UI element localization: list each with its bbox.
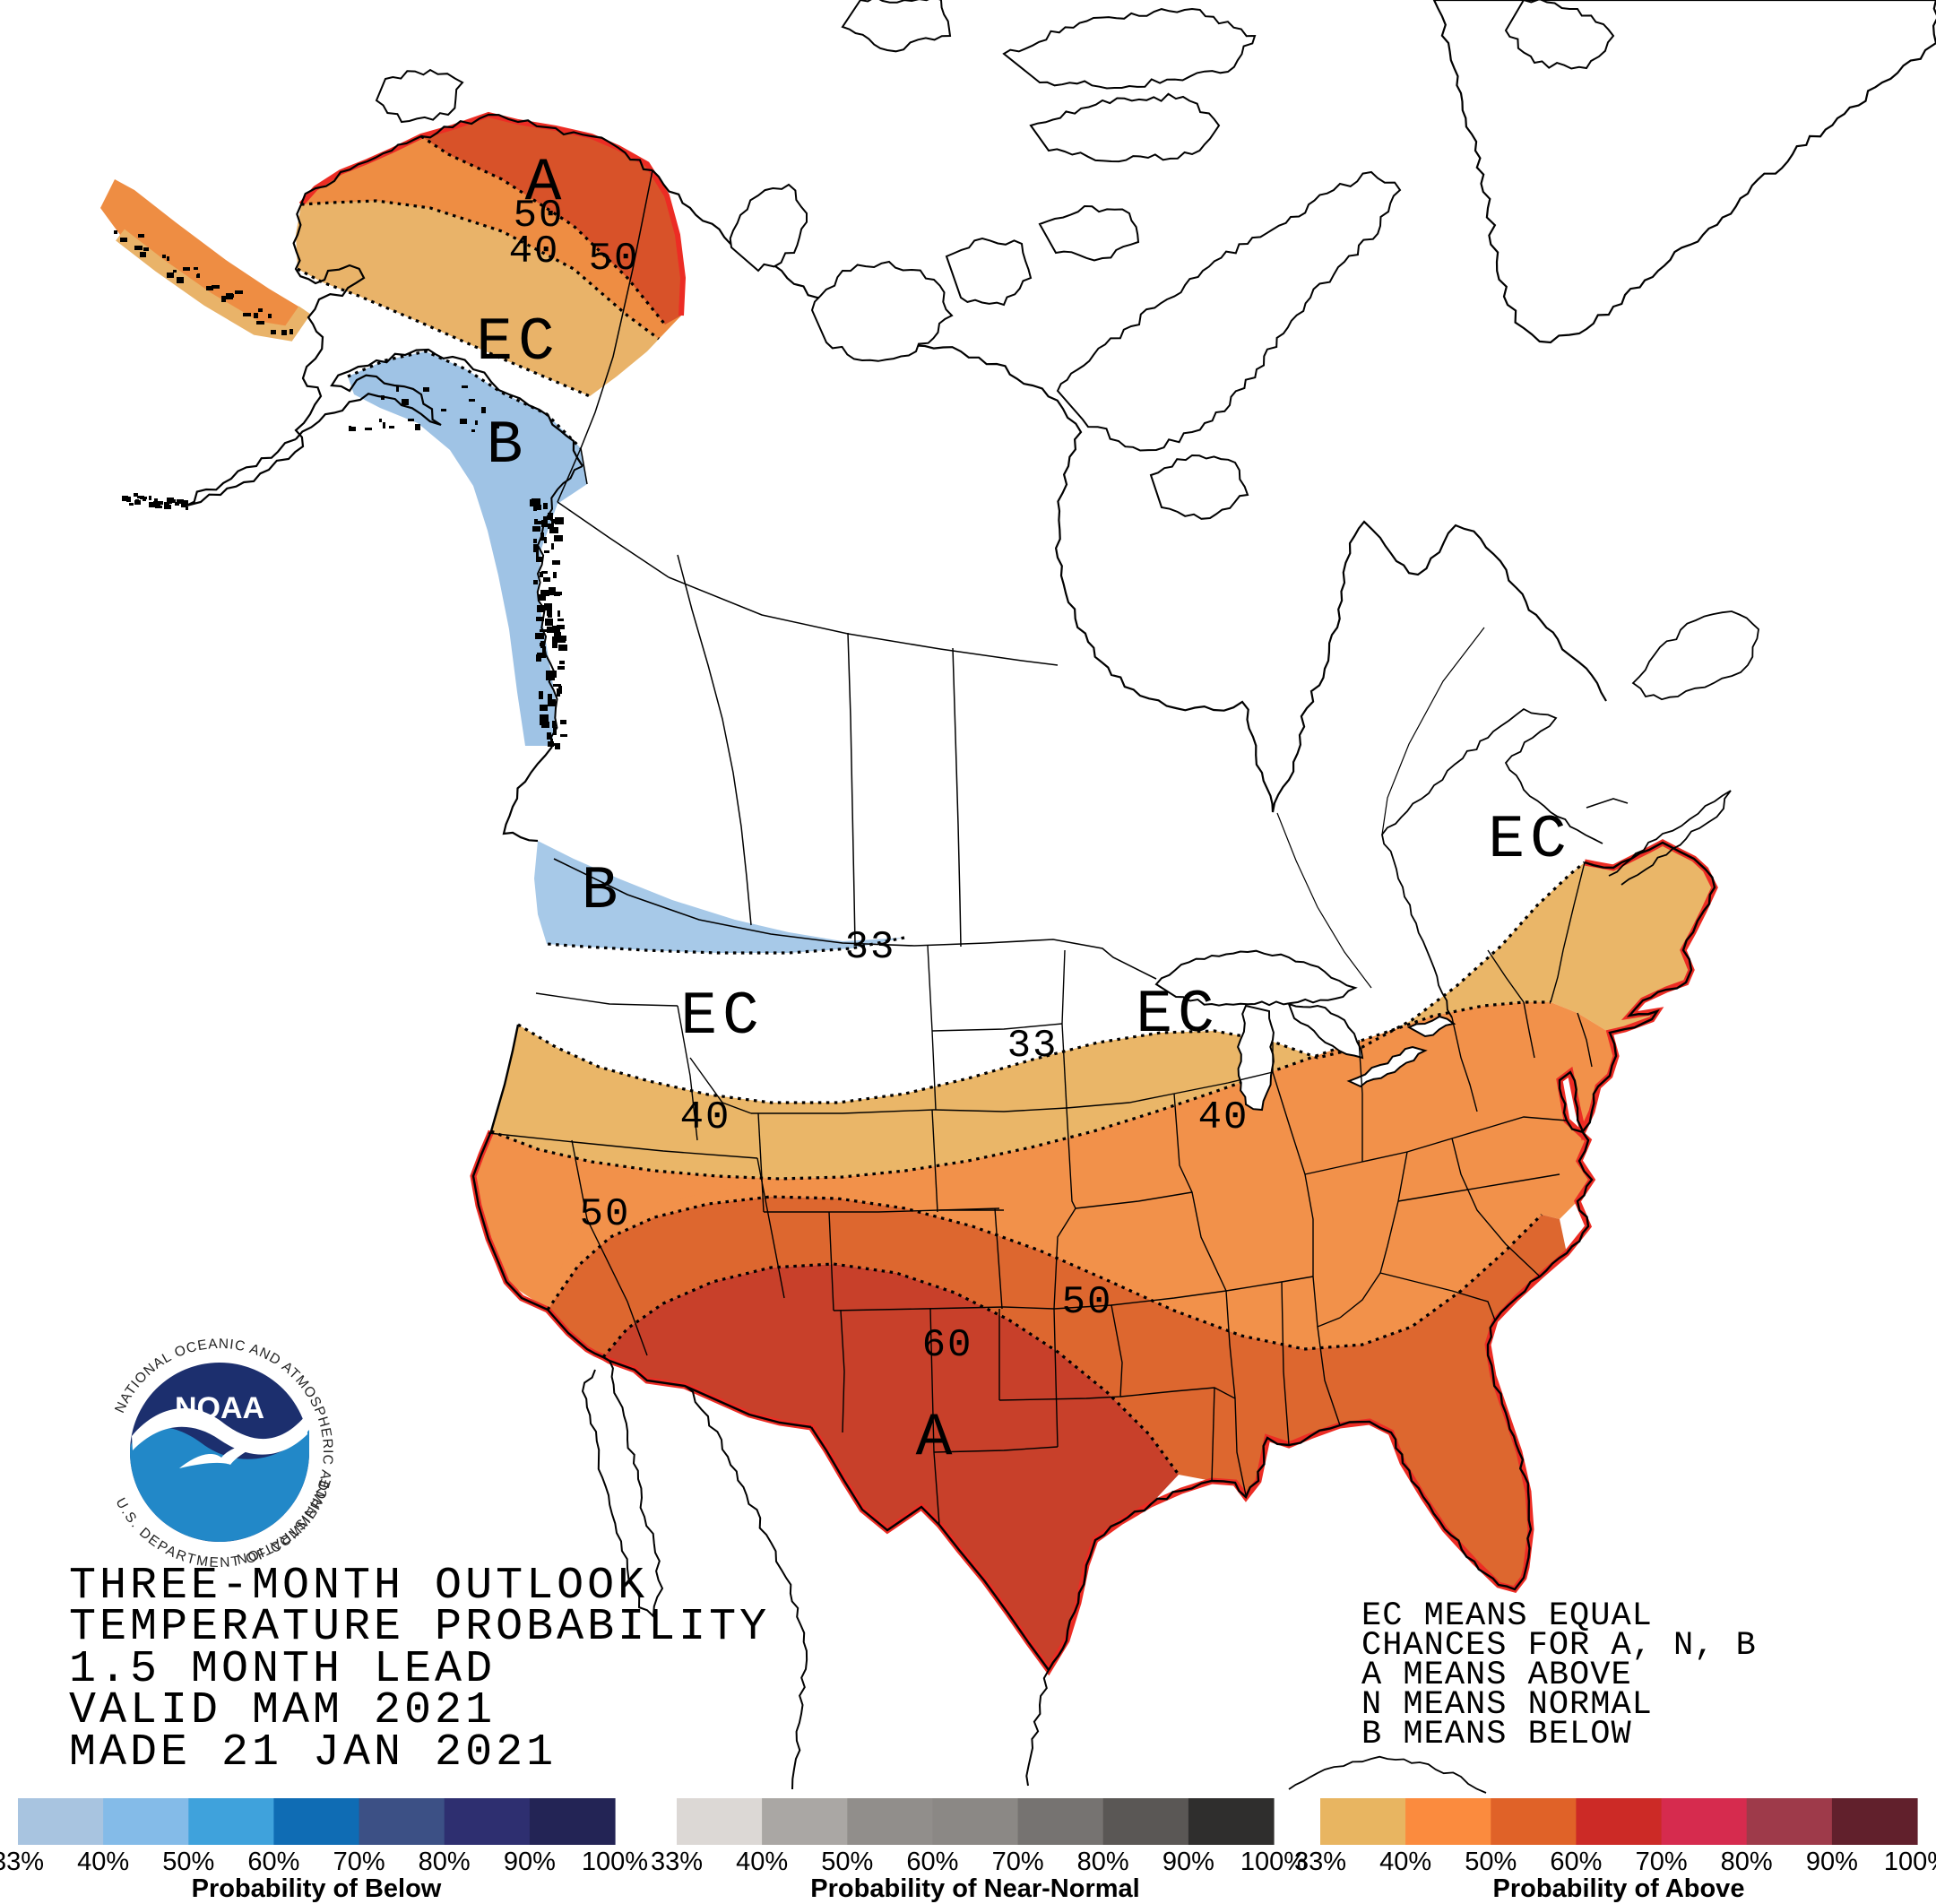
- svg-text:40: 40: [509, 229, 560, 274]
- svg-text:40: 40: [680, 1095, 731, 1140]
- svg-text:EC: EC: [680, 982, 765, 1052]
- svg-text:B: B: [487, 411, 529, 480]
- svg-text:VALID MAM 2021: VALID MAM 2021: [69, 1685, 496, 1736]
- svg-text:60%: 60%: [247, 1848, 299, 1876]
- svg-text:33%: 33%: [651, 1848, 703, 1876]
- svg-text:33: 33: [845, 925, 896, 970]
- svg-text:90%: 90%: [1806, 1848, 1858, 1876]
- svg-text:80%: 80%: [1077, 1848, 1129, 1876]
- svg-text:THREE-MONTH OUTLOOK: THREE-MONTH OUTLOOK: [69, 1561, 648, 1612]
- svg-text:Probability of Below: Probability of Below: [192, 1874, 442, 1903]
- svg-text:33%: 33%: [0, 1848, 44, 1876]
- svg-text:CHANCES FOR A, N, B: CHANCES FOR A, N, B: [1361, 1627, 1757, 1665]
- svg-text:40: 40: [1198, 1095, 1249, 1140]
- svg-text:A: A: [916, 1404, 958, 1473]
- svg-text:EC MEANS EQUAL: EC MEANS EQUAL: [1361, 1597, 1653, 1635]
- svg-text:70%: 70%: [333, 1848, 385, 1876]
- svg-text:90%: 90%: [504, 1848, 556, 1876]
- svg-text:TEMPERATURE PROBABILITY: TEMPERATURE PROBABILITY: [69, 1602, 770, 1653]
- svg-text:70%: 70%: [1636, 1848, 1688, 1876]
- svg-text:33: 33: [1007, 1024, 1059, 1069]
- svg-text:100%: 100%: [1884, 1848, 1936, 1876]
- svg-text:50%: 50%: [821, 1848, 873, 1876]
- svg-text:Probability of Above: Probability of Above: [1493, 1874, 1745, 1903]
- svg-text:Probability of Near-Normal: Probability of Near-Normal: [810, 1874, 1139, 1903]
- svg-text:1.5 MONTH LEAD: 1.5 MONTH LEAD: [69, 1644, 496, 1695]
- svg-text:60: 60: [922, 1323, 973, 1368]
- svg-text:50: 50: [514, 194, 565, 238]
- svg-text:50: 50: [580, 1192, 631, 1237]
- svg-text:80%: 80%: [419, 1848, 471, 1876]
- svg-text:MADE 21 JAN 2021: MADE 21 JAN 2021: [69, 1727, 557, 1779]
- svg-text:50: 50: [1062, 1280, 1113, 1325]
- svg-text:EC: EC: [1136, 981, 1220, 1050]
- svg-text:50%: 50%: [1465, 1848, 1517, 1876]
- svg-text:A MEANS ABOVE: A MEANS ABOVE: [1361, 1657, 1632, 1694]
- svg-text:70%: 70%: [992, 1848, 1044, 1876]
- svg-text:40%: 40%: [77, 1848, 129, 1876]
- svg-text:B MEANS BELOW: B MEANS BELOW: [1361, 1716, 1632, 1753]
- svg-text:N MEANS NORMAL: N MEANS NORMAL: [1361, 1686, 1653, 1724]
- svg-text:50%: 50%: [162, 1848, 214, 1876]
- svg-text:50: 50: [589, 237, 640, 281]
- svg-text:90%: 90%: [1162, 1848, 1214, 1876]
- svg-text:A: A: [525, 149, 567, 218]
- svg-text:80%: 80%: [1721, 1848, 1773, 1876]
- svg-text:60%: 60%: [906, 1848, 958, 1876]
- svg-text:33%: 33%: [1294, 1848, 1346, 1876]
- svg-text:40%: 40%: [1379, 1848, 1431, 1876]
- svg-text:NOAA: NOAA: [175, 1391, 264, 1425]
- svg-text:60%: 60%: [1550, 1848, 1602, 1876]
- svg-text:40%: 40%: [736, 1848, 788, 1876]
- svg-text:EC: EC: [476, 308, 560, 377]
- svg-text:100%: 100%: [1240, 1848, 1307, 1876]
- svg-text:B: B: [582, 857, 624, 926]
- svg-text:100%: 100%: [582, 1848, 648, 1876]
- svg-text:EC: EC: [1488, 806, 1572, 875]
